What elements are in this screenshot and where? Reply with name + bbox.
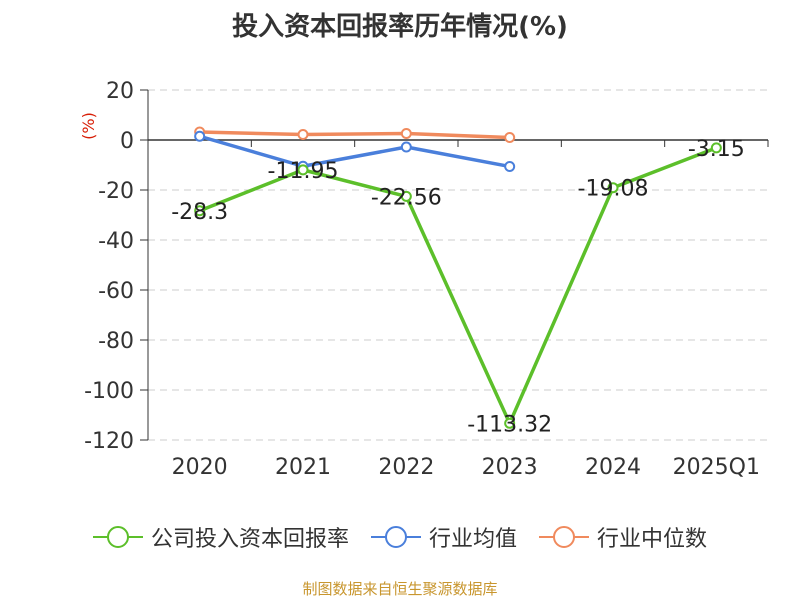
data-point bbox=[400, 141, 412, 153]
legend-item-industry-median[interactable]: 行业中位数 bbox=[539, 521, 707, 553]
data-point bbox=[400, 190, 412, 202]
x-tick-label: 2023 bbox=[482, 455, 538, 480]
data-point bbox=[504, 417, 516, 429]
legend-marker-industry-average bbox=[370, 526, 421, 548]
legend-label-company: 公司投入资本回报率 bbox=[150, 527, 349, 552]
data-point bbox=[194, 130, 206, 142]
chart-title: 投入资本回报率历年情况(%) bbox=[232, 12, 568, 42]
legend-label-industry-average: 行业均值 bbox=[428, 527, 517, 552]
y-tick-label: -60 bbox=[98, 279, 134, 304]
series-line bbox=[199, 146, 717, 426]
data-point bbox=[297, 129, 309, 140]
legend-marker-company bbox=[92, 526, 143, 548]
data-point bbox=[710, 142, 722, 154]
data-label: -22.56 bbox=[371, 185, 442, 210]
y-tick-label: -20 bbox=[98, 179, 134, 204]
x-tick-label: 2022 bbox=[378, 455, 434, 480]
data-label: -3.15 bbox=[688, 137, 745, 162]
x-tick-label: 2024 bbox=[585, 455, 641, 480]
data-point bbox=[504, 161, 516, 172]
legend-item-company[interactable]: 公司投入资本回报率 bbox=[92, 521, 349, 553]
data-label: -11.95 bbox=[268, 159, 339, 184]
series-line bbox=[199, 130, 510, 140]
legend-item-industry-average[interactable]: 行业均值 bbox=[370, 521, 517, 553]
data-label: -19.08 bbox=[578, 177, 649, 202]
x-tick-label: 2020 bbox=[172, 455, 228, 480]
x-tick-label: 2021 bbox=[275, 455, 331, 480]
data-point bbox=[400, 128, 412, 139]
y-tick-label: 20 bbox=[106, 79, 134, 104]
x-tick-label: 2025Q1 bbox=[673, 455, 760, 480]
data-point bbox=[607, 182, 619, 194]
y-axis-label: (%) bbox=[79, 112, 98, 140]
data-label: -113.32 bbox=[467, 412, 552, 437]
data-label: -28.3 bbox=[171, 200, 228, 225]
y-tick-label: 0 bbox=[120, 129, 134, 154]
y-tick-label: -80 bbox=[98, 329, 134, 354]
legend-label-industry-median: 行业中位数 bbox=[597, 527, 708, 552]
data-point bbox=[504, 132, 516, 143]
series-line bbox=[199, 134, 510, 169]
y-tick-label: -40 bbox=[98, 229, 134, 254]
legend-marker-industry-median bbox=[539, 526, 589, 548]
source-note: 制图数据来自恒生聚源数据库 bbox=[302, 580, 498, 598]
legend: 公司投入资本回报率 行业均值 行业中位数 bbox=[0, 520, 800, 554]
data-point bbox=[297, 164, 309, 176]
data-point bbox=[194, 205, 206, 217]
y-tick-label: -100 bbox=[84, 379, 134, 404]
y-tick-label: -120 bbox=[84, 429, 134, 454]
